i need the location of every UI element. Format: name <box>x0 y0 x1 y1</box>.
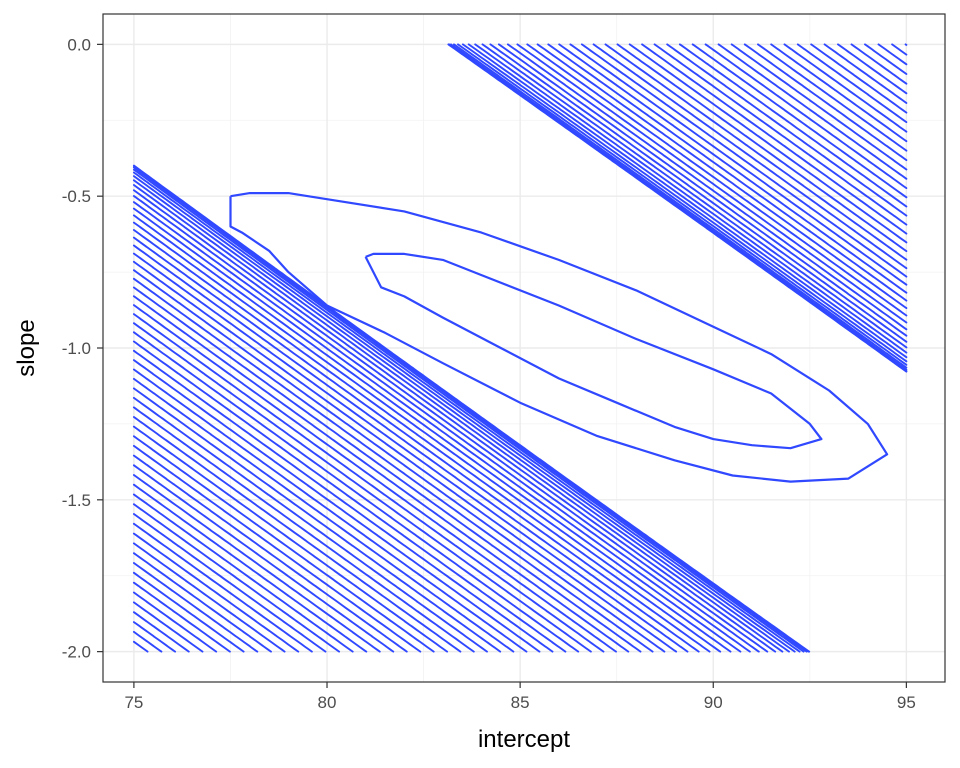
contour-line <box>132 43 908 653</box>
y-tick-label: -2.0 <box>62 643 91 662</box>
contour-line <box>132 43 908 653</box>
contour-line <box>132 581 231 653</box>
contour-line <box>132 43 908 653</box>
contour-line <box>132 43 908 653</box>
contour-line <box>132 43 908 653</box>
x-tick-label: 75 <box>124 693 143 712</box>
contour-line <box>132 601 204 653</box>
contour-line <box>132 43 908 653</box>
contour-line <box>132 43 908 653</box>
contour-line <box>132 43 908 653</box>
contour-line <box>132 43 908 653</box>
x-tick-label: 95 <box>897 693 916 712</box>
x-tick-label: 90 <box>704 693 723 712</box>
contour-line <box>132 43 908 653</box>
contour-line <box>132 43 908 653</box>
contour-line <box>132 43 908 653</box>
y-tick-label: -1.0 <box>62 339 91 358</box>
contour-line <box>132 43 908 653</box>
x-tick-label: 85 <box>511 693 530 712</box>
contour-line <box>132 43 908 653</box>
contour-line <box>132 43 908 653</box>
contour-line <box>132 542 286 653</box>
contour-line <box>132 621 177 653</box>
contour-line <box>132 43 908 653</box>
contour-line <box>132 640 149 653</box>
contour-line-closed <box>364 252 823 450</box>
contour-line <box>132 503 341 653</box>
contour-line <box>132 43 908 653</box>
x-axis-ticks: 75 80 85 90 95 <box>124 682 916 712</box>
contour-line <box>132 43 908 653</box>
contour-line <box>132 532 300 653</box>
y-axis-title: slope <box>13 319 40 376</box>
contour-line <box>132 513 327 653</box>
y-tick-label: -0.5 <box>62 187 91 206</box>
contour-line <box>132 43 908 653</box>
contour-line <box>132 43 908 653</box>
contour-line <box>132 562 259 653</box>
contour-line <box>132 43 908 653</box>
contour-line <box>132 43 908 653</box>
contour-line <box>132 43 908 653</box>
contour-line <box>132 43 908 653</box>
contour-line <box>132 43 908 653</box>
contour-line <box>132 591 218 653</box>
contour-line <box>132 43 908 653</box>
contour-line <box>132 43 908 653</box>
contour-line <box>132 43 908 653</box>
contour-line <box>132 43 908 653</box>
x-tick-label: 80 <box>318 693 337 712</box>
contour-line <box>132 522 313 653</box>
contour-line <box>132 43 908 653</box>
contour-line <box>132 43 908 653</box>
x-axis-title: intercept <box>478 726 570 753</box>
contour-line <box>132 630 163 653</box>
y-tick-label: 0.0 <box>67 35 91 54</box>
contour-line <box>132 43 908 653</box>
contour-line <box>132 43 908 653</box>
contour-line <box>132 43 908 653</box>
contour-line <box>132 571 245 653</box>
contour-line <box>132 43 908 653</box>
contour-lines <box>132 43 908 653</box>
contour-line <box>132 43 908 653</box>
contour-line <box>132 43 908 653</box>
contour-line <box>132 552 272 653</box>
contour-line <box>132 43 908 653</box>
contour-line <box>132 43 908 653</box>
contour-line <box>132 611 190 653</box>
contour-line <box>132 43 908 653</box>
y-axis-ticks: 0.0 -0.5 -1.0 -1.5 -2.0 <box>62 35 103 662</box>
contour-line <box>132 43 908 653</box>
contour-line <box>132 43 908 653</box>
contour-line <box>132 43 908 653</box>
contour-line-closed <box>229 192 889 483</box>
y-tick-label: -1.5 <box>62 491 91 510</box>
